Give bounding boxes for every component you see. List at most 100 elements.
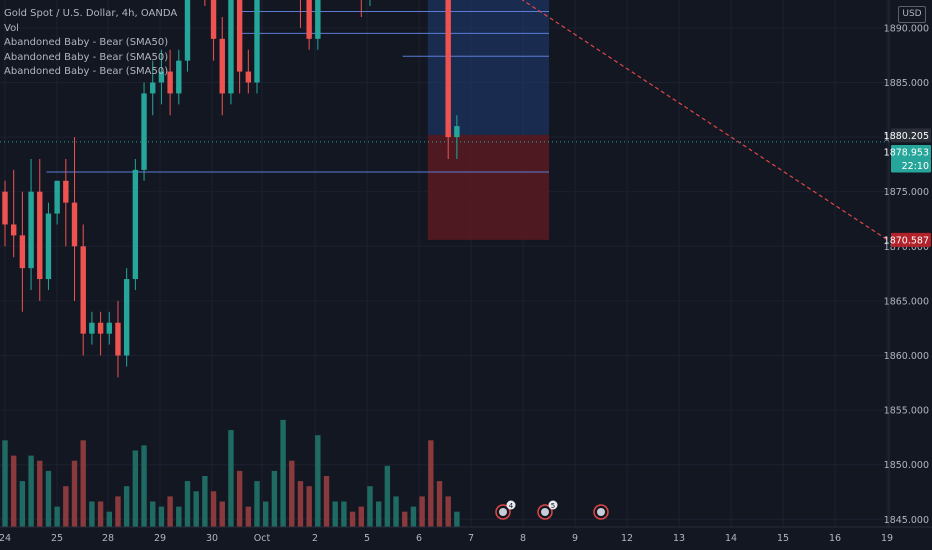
volume-bar (54, 506, 60, 527)
price-tick-label: 1845.000 (884, 515, 929, 526)
volume-bar (236, 470, 243, 527)
candle-body[interactable] (141, 93, 147, 170)
event-count-text: 4 (509, 502, 514, 510)
volume-bar (89, 501, 95, 527)
volume-bar (436, 481, 443, 527)
candle-body[interactable] (45, 213, 52, 280)
stop-zone[interactable] (427, 134, 549, 240)
currency-button[interactable]: USD (898, 6, 926, 23)
volume-bar (167, 496, 173, 527)
price-tick-label: 1870.000 (884, 242, 929, 253)
candle-body[interactable] (167, 71, 173, 94)
legend-indicator-3[interactable]: Abandoned Baby - Bear (SMA50) (4, 66, 169, 77)
candle-body[interactable] (80, 246, 86, 334)
candle-body[interactable] (28, 191, 34, 269)
time-tick-label: 30 (206, 533, 218, 544)
legend-volume[interactable]: Vol (4, 22, 19, 34)
candle-body[interactable] (89, 322, 95, 334)
candle-body[interactable] (306, 0, 312, 39)
volume-bar (19, 481, 26, 527)
time-tick-label: 13 (673, 533, 685, 544)
candle-body[interactable] (37, 191, 43, 280)
volume-bar (97, 501, 104, 527)
candle-body[interactable] (123, 279, 130, 356)
candle-body[interactable] (132, 169, 139, 280)
volume-bar (263, 501, 269, 527)
volume-bar (28, 455, 34, 527)
candle-body[interactable] (219, 38, 225, 94)
volume-bar (410, 506, 417, 527)
candle-body[interactable] (228, 0, 234, 94)
time-tick-label: 14 (725, 533, 737, 544)
volume-bar (210, 491, 217, 527)
volume-bar (306, 486, 312, 527)
candle-body[interactable] (115, 322, 121, 356)
event-count-text: 5 (551, 502, 555, 510)
time-tick-label: 29 (154, 533, 166, 544)
candle-body[interactable] (184, 0, 191, 61)
price-axis[interactable] (889, 0, 932, 550)
time-tick-label: 24 (0, 533, 11, 544)
candle-body[interactable] (71, 202, 78, 247)
time-tick-label: 6 (416, 533, 422, 544)
chart-legend: Gold Spot / U.S. Dollar, 4h, OANDA Vol A… (4, 7, 177, 80)
candle-body[interactable] (10, 224, 17, 236)
volume-bar (358, 506, 364, 527)
time-tick-label: 16 (829, 533, 841, 544)
candle-body[interactable] (106, 322, 112, 334)
volume-bar (176, 506, 182, 527)
time-tick-label: 25 (51, 533, 63, 544)
time-tick-label: 12 (621, 533, 633, 544)
price-tag-label: 1880.205 (884, 131, 929, 142)
volume-bar (254, 481, 260, 527)
volume-bar (184, 481, 191, 527)
volume-bar (202, 476, 208, 527)
volume-bar (280, 419, 286, 527)
candle-body[interactable] (315, 0, 321, 39)
volume-bar (384, 465, 391, 527)
candle-body[interactable] (245, 71, 252, 83)
candle-body[interactable] (445, 0, 451, 138)
candle-body[interactable] (176, 60, 182, 94)
volume-bar (297, 481, 304, 527)
candle-body[interactable] (2, 191, 8, 225)
candle-body[interactable] (54, 180, 60, 214)
price-tick-label: 1875.000 (884, 187, 929, 198)
volume-bar (123, 486, 130, 527)
candle-body[interactable] (150, 82, 156, 94)
candle-body[interactable] (63, 180, 69, 203)
price-tick-label: 1865.000 (884, 296, 929, 307)
candle-body[interactable] (19, 235, 26, 269)
volume-bar (37, 460, 43, 527)
time-tick-label: 19 (881, 533, 893, 544)
candle-body[interactable] (236, 0, 243, 72)
time-tick-label: 8 (520, 533, 526, 544)
price-tag-label: 1870.587 (884, 235, 929, 246)
price-tag (891, 145, 931, 160)
legend-symbol-title[interactable]: Gold Spot / U.S. Dollar, 4h, OANDA (4, 8, 178, 19)
candle-body[interactable] (97, 322, 104, 334)
time-tick-label: 9 (572, 533, 578, 544)
candle-body[interactable] (254, 0, 260, 83)
volume-bar (289, 460, 295, 527)
volume-bar (349, 511, 356, 527)
volume-bar (45, 470, 52, 527)
volume-bar (332, 501, 338, 527)
price-tag (891, 128, 931, 143)
flag-icon (499, 508, 507, 516)
candle-body[interactable] (454, 126, 460, 138)
volume-bar (80, 440, 86, 527)
volume-bar (158, 506, 165, 527)
legend-indicator-2[interactable]: Abandoned Baby - Bear (SMA50) (4, 51, 169, 63)
legend-indicator-1[interactable]: Abandoned Baby - Bear (SMA50) (4, 37, 169, 48)
price-tick-label: 1855.000 (884, 406, 929, 417)
candle-body[interactable] (210, 0, 217, 39)
volume-bar (245, 506, 252, 527)
time-tick-label: 2 (312, 533, 318, 544)
time-tick-label: 5 (364, 533, 370, 544)
time-tick-label: 28 (102, 533, 114, 544)
volume-bar (106, 511, 112, 527)
volume-bar (132, 450, 139, 527)
candle-body[interactable] (158, 71, 165, 83)
